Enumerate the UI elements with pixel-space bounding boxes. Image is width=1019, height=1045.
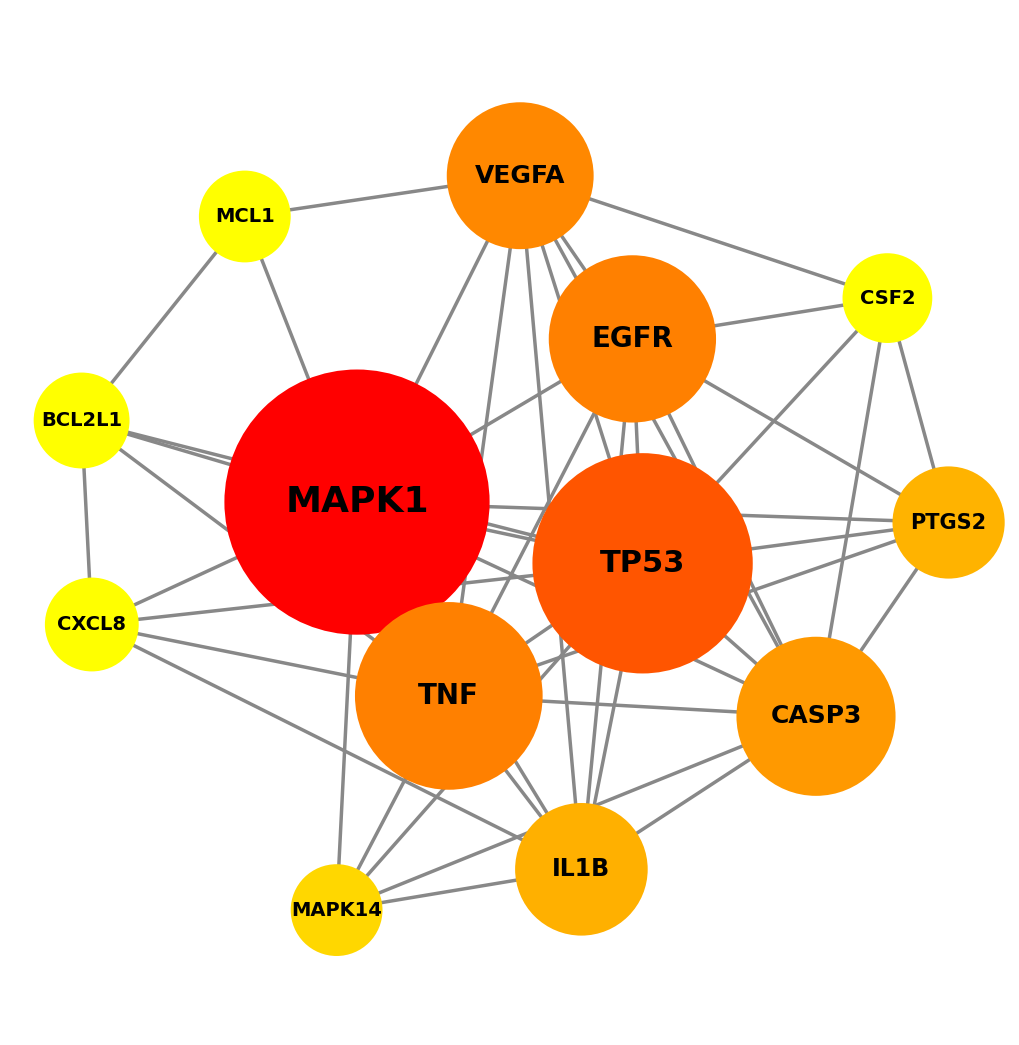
Circle shape <box>199 170 290 262</box>
Circle shape <box>290 864 382 956</box>
Text: CSF2: CSF2 <box>859 288 914 307</box>
Text: MCL1: MCL1 <box>215 207 274 226</box>
Circle shape <box>532 454 752 673</box>
Text: CASP3: CASP3 <box>769 704 861 728</box>
Circle shape <box>892 466 1004 579</box>
Text: BCL2L1: BCL2L1 <box>41 411 122 429</box>
Circle shape <box>224 370 489 634</box>
Circle shape <box>515 803 647 935</box>
Text: TP53: TP53 <box>599 549 685 578</box>
Text: EGFR: EGFR <box>591 325 673 353</box>
Circle shape <box>34 373 129 468</box>
Circle shape <box>842 253 931 343</box>
Text: IL1B: IL1B <box>552 857 609 881</box>
Circle shape <box>736 636 895 796</box>
Circle shape <box>355 602 542 790</box>
Circle shape <box>548 255 715 422</box>
Circle shape <box>446 102 593 249</box>
Text: PTGS2: PTGS2 <box>910 512 985 533</box>
Text: TNF: TNF <box>418 682 479 710</box>
Text: CXCL8: CXCL8 <box>57 616 126 634</box>
Text: MAPK1: MAPK1 <box>285 485 428 519</box>
Text: VEGFA: VEGFA <box>475 164 565 188</box>
Text: MAPK14: MAPK14 <box>290 901 382 920</box>
Circle shape <box>45 578 139 672</box>
